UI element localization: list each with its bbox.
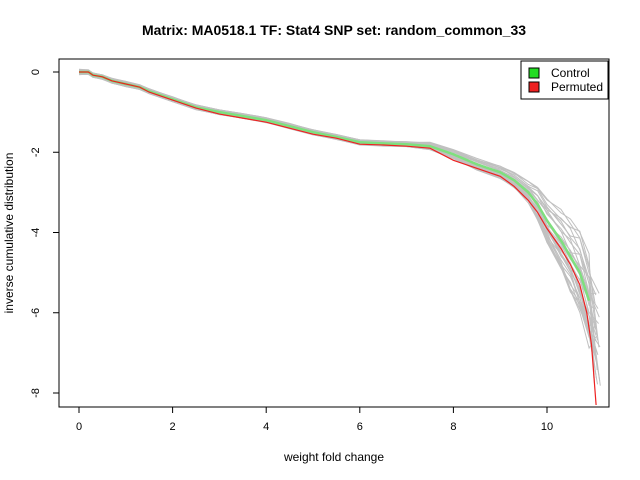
- series-line-permuted: [79, 71, 597, 406]
- y-tick-label: 0: [30, 69, 42, 75]
- background-series-line: [78, 73, 598, 353]
- background-series-line: [78, 73, 597, 350]
- background-series-group: [78, 68, 601, 386]
- background-series-line: [78, 71, 596, 330]
- legend-swatch-control: [528, 67, 540, 79]
- x-tick-label: 4: [263, 421, 269, 433]
- background-series-line: [78, 69, 600, 348]
- background-series-line: [78, 72, 597, 337]
- background-series-line: [78, 71, 597, 342]
- background-series-line: [78, 73, 599, 368]
- plot-frame: [58, 58, 610, 408]
- y-tick-label: -8: [30, 388, 42, 398]
- legend-label-permuted: Permuted: [551, 80, 603, 94]
- background-series-line: [78, 72, 599, 356]
- series-group: [79, 70, 597, 406]
- background-series-line: [78, 72, 596, 356]
- x-axis-label: weight fold change: [283, 450, 384, 464]
- background-series-line: [78, 72, 601, 381]
- y-tick-label: -6: [30, 308, 42, 318]
- background-series-line: [79, 73, 597, 341]
- x-tick-label: 10: [541, 421, 553, 433]
- legend-box: [520, 60, 609, 100]
- background-series-line: [78, 69, 595, 379]
- background-series-line: [78, 72, 595, 328]
- background-series-line: [78, 71, 601, 386]
- y-axis: 0 -2 -4 -6 -8: [30, 69, 59, 398]
- background-series-line: [78, 69, 595, 383]
- background-series-line: [78, 70, 598, 335]
- x-tick-label: 0: [76, 421, 82, 433]
- y-axis-label: inverse cumulative distribution: [2, 153, 16, 314]
- background-series-line: [78, 68, 596, 304]
- x-tick-label: 2: [170, 421, 176, 433]
- background-series-line: [78, 73, 598, 385]
- background-series-line: [78, 73, 596, 348]
- x-tick-label: 8: [450, 421, 456, 433]
- x-tick-label: 6: [357, 421, 363, 433]
- y-tick-label: -2: [30, 147, 42, 157]
- y-tick-label: -4: [30, 228, 42, 238]
- chart-title: Matrix: MA0518.1 TF: Stat4 SNP set: rand…: [142, 22, 526, 38]
- background-series-line: [78, 71, 599, 324]
- background-series-line: [78, 72, 597, 379]
- background-series-line: [78, 72, 599, 341]
- x-axis: 0 2 4 6 8 10: [76, 407, 553, 433]
- background-series-line: [78, 69, 598, 371]
- background-series-line: [78, 72, 601, 348]
- legend-label-control: Control: [551, 66, 590, 80]
- legend-swatch-permuted: [528, 81, 540, 93]
